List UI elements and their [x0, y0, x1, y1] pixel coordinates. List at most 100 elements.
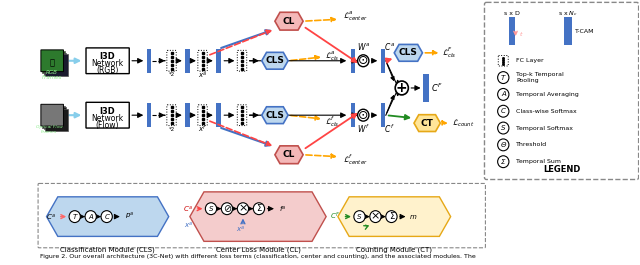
Text: Temporal Softmax: Temporal Softmax [516, 126, 573, 131]
Text: $x^a$: $x^a$ [198, 70, 207, 80]
Text: T: T [72, 214, 77, 220]
Text: Frames: Frames [42, 130, 58, 134]
Bar [509, 17, 515, 45]
Text: (RGB): (RGB) [97, 66, 119, 75]
FancyBboxPatch shape [484, 2, 639, 179]
Text: A: A [501, 91, 506, 98]
FancyBboxPatch shape [86, 102, 129, 128]
Bar [424, 74, 429, 102]
Circle shape [498, 72, 509, 83]
Circle shape [498, 139, 509, 151]
Bar [147, 103, 151, 127]
Text: Frames: Frames [42, 75, 62, 80]
Polygon shape [190, 192, 326, 241]
Polygon shape [414, 115, 440, 131]
Text: $C^F$: $C^F$ [431, 82, 443, 94]
Text: *2: *2 [168, 126, 175, 131]
Text: Temporal Averaging: Temporal Averaging [516, 92, 579, 97]
Text: $x^f$: $x^f$ [198, 123, 207, 135]
Text: I3D: I3D [100, 107, 115, 116]
Text: s x D: s x D [504, 11, 520, 16]
Text: ⊙: ⊙ [358, 109, 369, 122]
Bar [42, 106, 65, 127]
Bar [351, 49, 355, 73]
Text: Counting Module (CT): Counting Module (CT) [356, 247, 432, 253]
FancyBboxPatch shape [198, 105, 207, 126]
Text: $\mathcal{L}^a_{cls}$: $\mathcal{L}^a_{cls}$ [324, 49, 339, 63]
Text: $x^a$: $x^a$ [236, 224, 246, 235]
Polygon shape [394, 45, 422, 61]
Text: Figure 2. Our overall architecture (3C-Net) with different loss terms (classific: Figure 2. Our overall architecture (3C-N… [40, 254, 476, 259]
Bar [44, 107, 67, 129]
Text: CL: CL [283, 17, 295, 26]
Text: $\mathcal{L}^f_{center}$: $\mathcal{L}^f_{center}$ [342, 152, 367, 167]
Text: Σ: Σ [389, 212, 394, 221]
Text: C: C [104, 214, 109, 220]
Text: Top-k Temporal
Pooling: Top-k Temporal Pooling [516, 72, 564, 83]
Circle shape [354, 211, 365, 223]
FancyBboxPatch shape [41, 104, 63, 126]
Bar [42, 51, 65, 73]
Text: I3D: I3D [100, 52, 115, 61]
Bar [216, 103, 221, 127]
FancyBboxPatch shape [237, 105, 246, 126]
Text: Optical Flow: Optical Flow [36, 125, 63, 129]
Text: ×: × [371, 212, 380, 222]
Text: RGB: RGB [46, 70, 58, 75]
Polygon shape [275, 146, 303, 164]
Text: T: T [501, 74, 506, 81]
FancyBboxPatch shape [86, 48, 129, 74]
FancyBboxPatch shape [198, 50, 207, 71]
Circle shape [370, 211, 381, 223]
Text: S: S [209, 206, 213, 212]
Bar [45, 109, 68, 131]
Text: $\mathcal{L}^a_{center}$: $\mathcal{L}^a_{center}$ [342, 10, 367, 23]
FancyBboxPatch shape [167, 105, 176, 126]
Text: Classification Module (CLS): Classification Module (CLS) [60, 247, 155, 253]
Text: $C^a$: $C^a$ [183, 204, 193, 214]
Bar [147, 49, 151, 73]
Circle shape [69, 211, 81, 223]
Bar [381, 103, 385, 127]
Text: $\mathcal{L}_{count}$: $\mathcal{L}_{count}$ [452, 117, 474, 129]
Text: Θ: Θ [500, 142, 506, 148]
Text: S: S [357, 214, 362, 220]
Bar [351, 103, 355, 127]
Text: $C^a$: $C^a$ [384, 41, 395, 52]
Text: LEGEND: LEGEND [543, 165, 580, 174]
Bar [185, 49, 190, 73]
Polygon shape [262, 107, 288, 123]
Circle shape [101, 211, 113, 223]
Text: t: t [519, 32, 522, 37]
Bar [216, 49, 221, 73]
Bar [381, 49, 385, 73]
Circle shape [221, 203, 232, 215]
Text: Threshold: Threshold [516, 142, 548, 147]
Text: CT: CT [420, 119, 433, 128]
Circle shape [358, 109, 369, 121]
Bar [564, 17, 572, 45]
Text: $f^a$: $f^a$ [278, 204, 286, 214]
Text: T-CAM: T-CAM [575, 29, 594, 34]
FancyBboxPatch shape [237, 50, 246, 71]
Text: CLS: CLS [266, 56, 284, 65]
Bar [45, 54, 68, 76]
Text: CL: CL [283, 150, 295, 159]
Text: S: S [501, 125, 506, 131]
Text: Network: Network [92, 114, 124, 123]
Text: +: + [396, 81, 408, 95]
Circle shape [205, 203, 217, 215]
Text: $C^a$: $C^a$ [46, 212, 56, 222]
Circle shape [358, 55, 369, 67]
Text: CLS: CLS [266, 111, 284, 120]
Circle shape [498, 122, 509, 134]
Text: Network: Network [92, 59, 124, 68]
Text: FC Layer: FC Layer [516, 58, 544, 63]
Text: CLS: CLS [399, 48, 418, 57]
Text: Σ: Σ [501, 159, 506, 165]
Polygon shape [338, 197, 451, 236]
Text: $p^a$: $p^a$ [125, 211, 134, 222]
Circle shape [386, 211, 397, 223]
Text: $C^f$: $C^f$ [384, 123, 394, 135]
Text: A: A [88, 214, 93, 220]
